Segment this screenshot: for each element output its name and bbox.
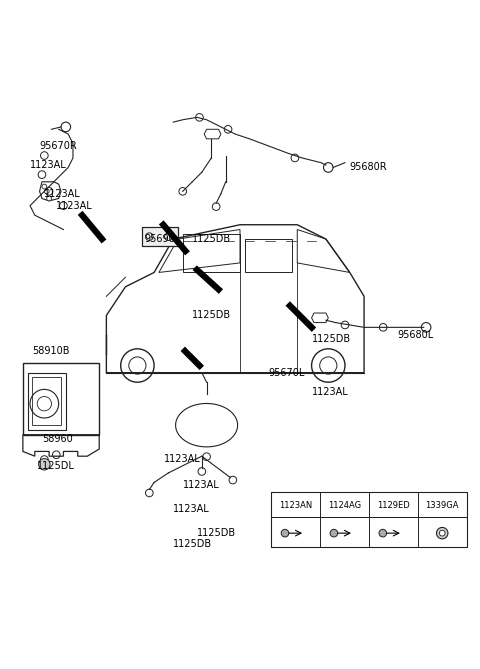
Text: 58910B: 58910B bbox=[33, 346, 70, 356]
Circle shape bbox=[229, 476, 237, 484]
Bar bbox=[142, 227, 178, 246]
Bar bbox=[33, 377, 61, 425]
Circle shape bbox=[42, 184, 47, 189]
Bar bbox=[245, 239, 292, 272]
Text: 95690: 95690 bbox=[144, 234, 175, 244]
Circle shape bbox=[224, 126, 232, 133]
Text: 95670L: 95670L bbox=[269, 368, 305, 378]
Text: 95680R: 95680R bbox=[350, 163, 387, 173]
Text: 95670R: 95670R bbox=[39, 141, 77, 151]
Text: 58960: 58960 bbox=[42, 434, 72, 444]
Circle shape bbox=[281, 529, 289, 537]
Circle shape bbox=[198, 468, 205, 475]
Text: 1123AL: 1123AL bbox=[30, 160, 67, 170]
Circle shape bbox=[341, 321, 349, 328]
Circle shape bbox=[196, 114, 203, 121]
Bar bbox=[28, 373, 66, 430]
Circle shape bbox=[40, 152, 48, 159]
Bar bbox=[271, 492, 467, 547]
Circle shape bbox=[179, 187, 187, 195]
Text: 1123AL: 1123AL bbox=[56, 201, 93, 211]
Circle shape bbox=[330, 529, 338, 537]
Text: 1125DB: 1125DB bbox=[173, 539, 212, 549]
Text: 1339GA: 1339GA bbox=[425, 500, 459, 510]
Text: 1125DB: 1125DB bbox=[312, 334, 351, 345]
Text: 1125DB: 1125DB bbox=[197, 528, 236, 538]
Bar bbox=[142, 227, 178, 246]
Text: 1125DB: 1125DB bbox=[192, 310, 231, 320]
Circle shape bbox=[379, 529, 386, 537]
Circle shape bbox=[38, 171, 46, 179]
Text: 1125DL: 1125DL bbox=[37, 461, 75, 471]
Circle shape bbox=[439, 531, 445, 536]
Text: 1123AL: 1123AL bbox=[173, 504, 210, 514]
Circle shape bbox=[44, 189, 49, 194]
Text: 1124AG: 1124AG bbox=[328, 500, 361, 510]
Circle shape bbox=[212, 203, 220, 211]
Text: 95680L: 95680L bbox=[397, 330, 434, 339]
Circle shape bbox=[47, 196, 51, 201]
Circle shape bbox=[60, 202, 67, 209]
Text: 1129ED: 1129ED bbox=[377, 500, 410, 510]
Circle shape bbox=[38, 458, 50, 470]
Circle shape bbox=[436, 527, 448, 539]
Text: 1123AL: 1123AL bbox=[44, 189, 81, 199]
Circle shape bbox=[45, 187, 53, 195]
Text: 1123AL: 1123AL bbox=[183, 480, 219, 490]
Circle shape bbox=[379, 324, 387, 331]
Text: 1125DB: 1125DB bbox=[192, 234, 231, 244]
Circle shape bbox=[291, 154, 299, 162]
Circle shape bbox=[145, 489, 153, 497]
Text: 1123AL: 1123AL bbox=[164, 454, 200, 464]
Bar bbox=[183, 234, 240, 272]
Text: 1123AL: 1123AL bbox=[312, 387, 348, 397]
Text: 1123AN: 1123AN bbox=[279, 500, 312, 510]
Bar bbox=[23, 363, 99, 435]
